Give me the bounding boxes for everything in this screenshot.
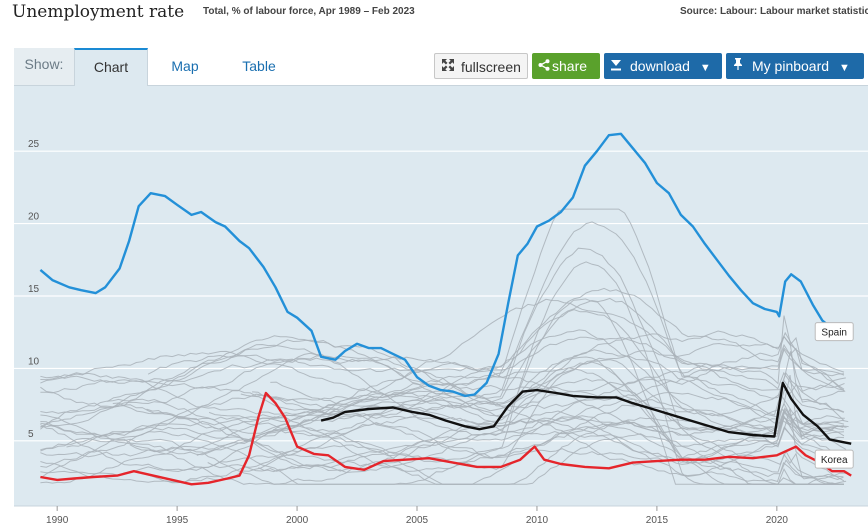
pin-icon xyxy=(732,57,750,71)
background-series-line xyxy=(40,261,844,485)
caret-down-icon: ▼ xyxy=(699,62,711,74)
download-label: download xyxy=(630,58,690,74)
background-series-line xyxy=(40,335,845,409)
show-label: Show: xyxy=(14,48,75,85)
background-series-line xyxy=(40,361,844,485)
view-tabbar: Show: Chart Map Table fullscreen share d… xyxy=(14,48,868,87)
background-series-line xyxy=(40,221,845,419)
series-label-korea: Korea xyxy=(814,449,854,469)
background-series-line xyxy=(40,287,845,391)
pinboard-button[interactable]: My pinboard ▼ xyxy=(726,53,864,79)
fullscreen-button[interactable]: fullscreen xyxy=(434,53,528,79)
chart-subtitle: Total, % of labour force, Apr 1989 – Feb… xyxy=(203,6,415,17)
y-tick-label: 15 xyxy=(28,284,40,295)
background-series-line xyxy=(40,330,845,414)
background-series-line xyxy=(40,309,845,434)
background-series-line xyxy=(112,351,845,421)
background-series-line xyxy=(40,315,845,436)
tab-table[interactable]: Table xyxy=(242,58,276,74)
label-box xyxy=(814,322,854,342)
share-button[interactable]: share xyxy=(532,53,600,79)
x-tick-label: 2010 xyxy=(526,515,549,526)
background-series-line xyxy=(40,378,844,485)
x-tick-label: 1995 xyxy=(166,515,189,526)
series-line-spain[interactable] xyxy=(39,132,852,398)
download-icon xyxy=(610,59,628,71)
background-series-line xyxy=(258,410,847,480)
x-tick-label: 2015 xyxy=(646,515,669,526)
background-series-line xyxy=(146,416,849,484)
tab-chart[interactable]: Chart xyxy=(74,48,148,87)
series-line-oecd[interactable] xyxy=(320,381,852,445)
download-button[interactable]: download ▼ xyxy=(604,53,722,79)
x-tick-label: 2005 xyxy=(406,515,429,526)
y-tick-label: 10 xyxy=(28,356,40,367)
chart-title: Unemployment rate xyxy=(12,2,185,22)
pinboard-label: My pinboard xyxy=(752,58,830,74)
tab-map[interactable]: Map xyxy=(171,58,199,74)
label-box xyxy=(814,449,854,469)
x-tick-label: 2020 xyxy=(766,515,789,526)
background-series-line xyxy=(107,331,846,404)
background-series-line xyxy=(262,361,845,437)
y-axis-ticks: 5 10 15 20 25 xyxy=(28,139,40,440)
background-series-line xyxy=(252,298,846,401)
caret-down-icon: ▼ xyxy=(838,62,850,74)
background-series-line xyxy=(40,392,845,473)
background-series-line xyxy=(146,247,849,434)
label-text: Spain xyxy=(821,328,847,339)
background-series-line xyxy=(40,391,845,468)
background-series-line xyxy=(40,415,845,484)
background-series-line xyxy=(196,425,845,485)
y-tick-label: 25 xyxy=(28,139,40,150)
highlighted-series xyxy=(39,132,852,486)
series-label-spain: Spain xyxy=(814,322,854,342)
title-row: Unemployment rate Total, % of labour for… xyxy=(0,0,868,26)
x-axis-ticks: 1990 1995 2000 2005 2010 2015 2020 xyxy=(14,505,868,526)
background-series-line xyxy=(40,336,845,384)
x-tick-label: 1990 xyxy=(46,515,69,526)
background-series-line xyxy=(147,297,844,413)
x-tick-label: 2000 xyxy=(286,515,309,526)
share-icon xyxy=(538,59,552,71)
chart-area: 5 10 15 20 25 1990 1995 2000 2005 2010 2015 2020 S… xyxy=(14,86,868,531)
label-text: Korea xyxy=(821,455,848,466)
series-labels: Spain Korea xyxy=(814,322,854,469)
background-series-line xyxy=(270,349,847,450)
y-tick-label: 20 xyxy=(28,212,40,223)
fullscreen-icon xyxy=(441,58,459,72)
y-tick-label: 5 xyxy=(28,429,34,440)
fullscreen-label: fullscreen xyxy=(461,59,521,75)
background-series-line xyxy=(40,359,844,485)
share-label: share xyxy=(552,58,588,74)
line-chart: 5 10 15 20 25 1990 1995 2000 2005 2010 2015 2020 S… xyxy=(14,86,868,526)
series-line-korea[interactable] xyxy=(40,391,852,486)
source-link[interactable]: Source: Labour: Labour market statistics xyxy=(680,6,868,17)
